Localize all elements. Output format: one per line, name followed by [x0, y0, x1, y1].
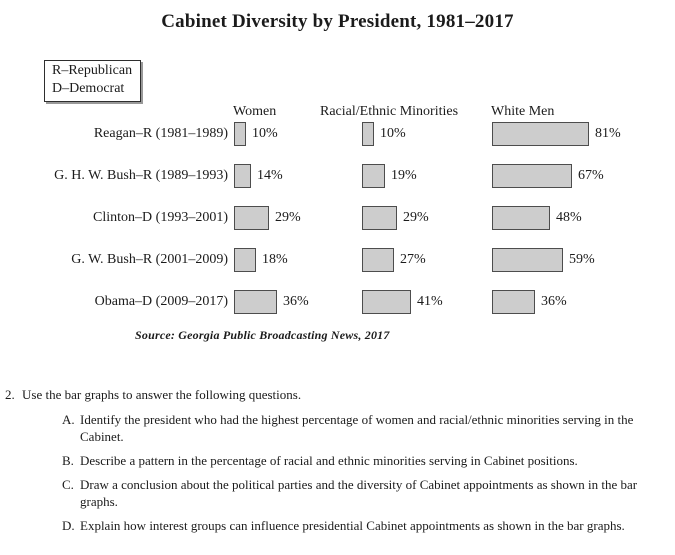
- question-item-label: D.: [62, 518, 75, 533]
- president-label: Reagan–R (1981–1989): [93, 126, 228, 141]
- bar-group-minorities: 19%: [362, 164, 417, 188]
- bar-value-label: 36%: [541, 294, 567, 309]
- bar-white-men: [492, 248, 563, 272]
- bar-group-women: 18%: [234, 248, 288, 272]
- president-label: Obama–D (2009–2017): [94, 294, 228, 309]
- bar-women: [234, 164, 251, 188]
- bar-group-minorities: 27%: [362, 248, 426, 272]
- bar-group-minorities: 10%: [362, 122, 406, 146]
- bar-minorities: [362, 248, 394, 272]
- bar-value-label: 29%: [275, 210, 301, 225]
- bar-value-label: 59%: [569, 252, 595, 267]
- questions-section: 2. Use the bar graphs to answer the foll…: [5, 386, 671, 541]
- bar-value-label: 10%: [252, 126, 278, 141]
- question-item-text: Draw a conclusion about the political pa…: [80, 477, 638, 509]
- bar-minorities: [362, 206, 397, 230]
- president-label: G. W. Bush–R (2001–2009): [71, 252, 228, 267]
- question-item-text: Describe a pattern in the percentage of …: [80, 453, 578, 468]
- bar-group-women: 36%: [234, 290, 309, 314]
- question-item-d: D. Explain how interest groups can influ…: [5, 517, 671, 534]
- bar-group-women: 14%: [234, 164, 283, 188]
- question-item-label: C.: [62, 477, 74, 492]
- bar-value-label: 10%: [380, 126, 406, 141]
- chart-row-ghw-bush: G. H. W. Bush–R (1989–1993) 14% 19% 67%: [0, 164, 675, 188]
- bar-white-men: [492, 290, 535, 314]
- bar-group-white-men: 59%: [492, 248, 595, 272]
- column-header-white-men: White Men: [491, 104, 555, 119]
- question-number: 2.: [5, 387, 15, 402]
- bar-value-label: 14%: [257, 168, 283, 183]
- bar-group-white-men: 36%: [492, 290, 567, 314]
- bar-group-minorities: 41%: [362, 290, 443, 314]
- question-item-label: B.: [62, 453, 74, 468]
- question-item-a: A. Identify the president who had the hi…: [5, 411, 671, 445]
- bar-women: [234, 206, 269, 230]
- bar-group-white-men: 67%: [492, 164, 604, 188]
- bar-value-label: 27%: [400, 252, 426, 267]
- chart-row-gw-bush: G. W. Bush–R (2001–2009) 18% 27% 59%: [0, 248, 675, 272]
- question-intro: 2. Use the bar graphs to answer the foll…: [5, 386, 671, 403]
- question-item-c: C. Draw a conclusion about the political…: [5, 476, 671, 510]
- legend-democrat: D–Democrat: [52, 81, 125, 96]
- bar-value-label: 19%: [391, 168, 417, 183]
- bar-women: [234, 248, 256, 272]
- bar-group-women: 10%: [234, 122, 278, 146]
- bar-white-men: [492, 122, 589, 146]
- question-intro-text: Use the bar graphs to answer the followi…: [22, 387, 302, 402]
- bar-minorities: [362, 290, 411, 314]
- question-item-b: B. Describe a pattern in the percentage …: [5, 452, 671, 469]
- bar-value-label: 48%: [556, 210, 582, 225]
- bar-white-men: [492, 164, 572, 188]
- chart-row-reagan: Reagan–R (1981–1989) 10% 10% 81%: [0, 122, 675, 146]
- source-note: Source: Georgia Public Broadcasting News…: [135, 328, 390, 342]
- bar-value-label: 81%: [595, 126, 621, 141]
- legend-republican: R–Republican: [52, 63, 133, 78]
- president-label: Clinton–D (1993–2001): [93, 210, 228, 225]
- bar-group-minorities: 29%: [362, 206, 429, 230]
- bar-women: [234, 290, 277, 314]
- column-header-women: Women: [233, 104, 277, 119]
- bar-group-white-men: 81%: [492, 122, 621, 146]
- president-label: G. H. W. Bush–R (1989–1993): [54, 168, 228, 183]
- party-legend-box: R–Republican D–Democrat: [44, 60, 142, 102]
- question-item-text: Explain how interest groups can influenc…: [80, 518, 625, 533]
- chart-row-clinton: Clinton–D (1993–2001) 29% 29% 48%: [0, 206, 675, 230]
- bar-group-women: 29%: [234, 206, 301, 230]
- chart-row-obama: Obama–D (2009–2017) 36% 41% 36%: [0, 290, 675, 314]
- bar-group-white-men: 48%: [492, 206, 582, 230]
- bar-value-label: 67%: [578, 168, 604, 183]
- bar-value-label: 18%: [262, 252, 288, 267]
- question-item-label: A.: [62, 412, 75, 427]
- column-header-minorities: Racial/Ethnic Minorities: [320, 104, 459, 119]
- question-item-text: Identify the president who had the highe…: [80, 412, 634, 444]
- bar-women: [234, 122, 246, 146]
- bar-value-label: 29%: [403, 210, 429, 225]
- bar-minorities: [362, 164, 385, 188]
- bar-value-label: 36%: [283, 294, 309, 309]
- chart-title: Cabinet Diversity by President, 1981–201…: [161, 11, 514, 32]
- bar-white-men: [492, 206, 550, 230]
- bar-minorities: [362, 122, 374, 146]
- bar-value-label: 41%: [417, 294, 443, 309]
